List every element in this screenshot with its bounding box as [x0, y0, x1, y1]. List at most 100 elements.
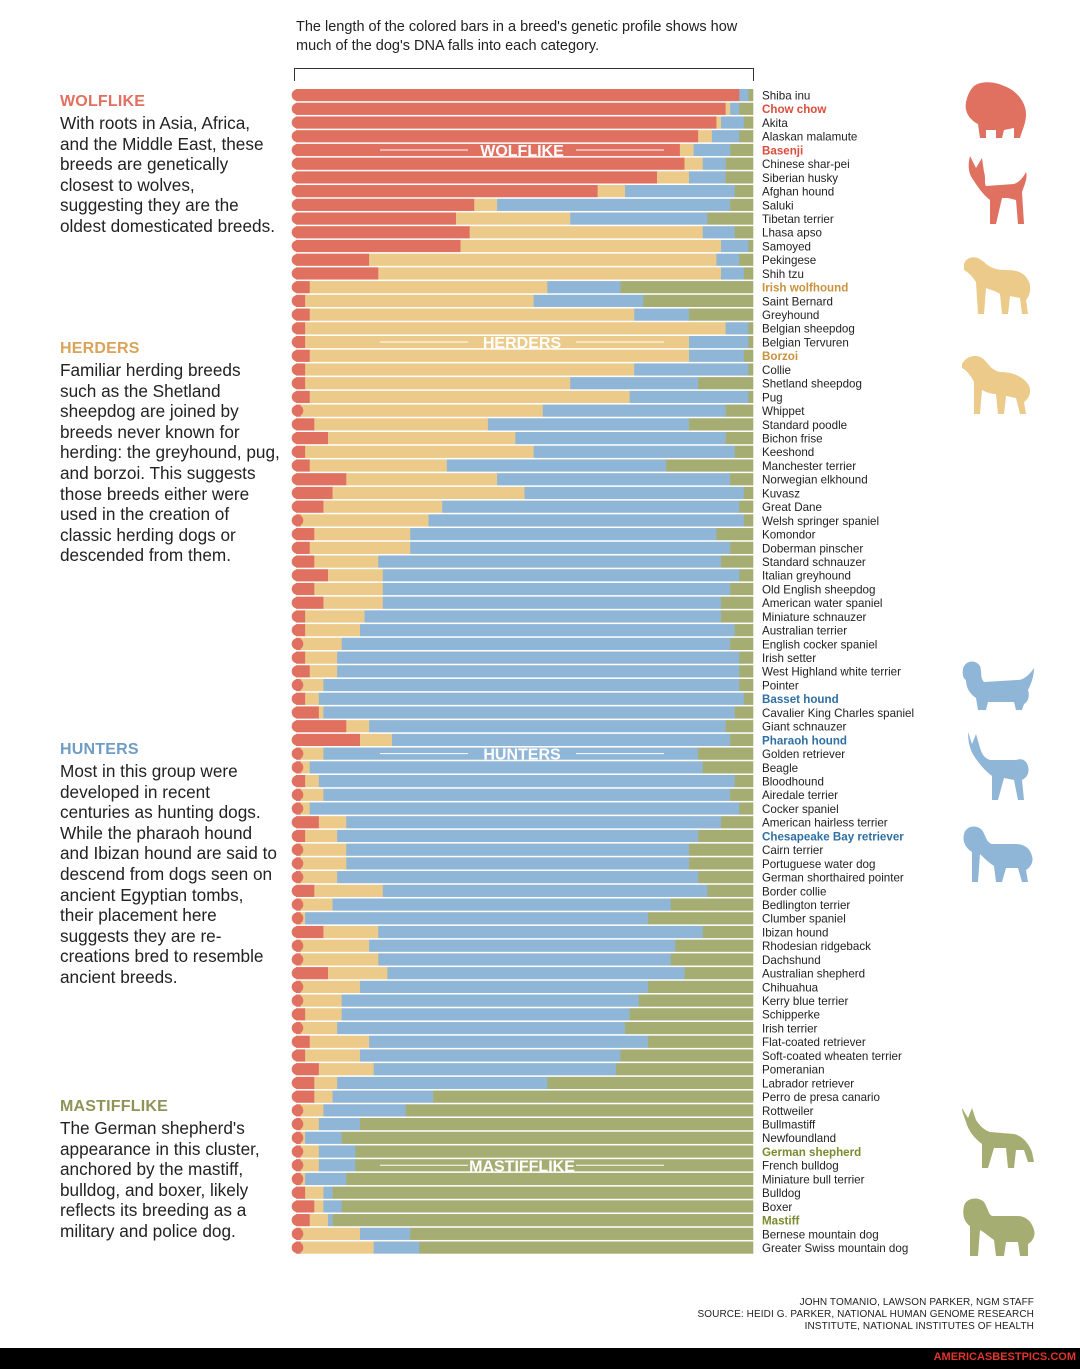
breed-row [291, 1021, 754, 1035]
breed-label: Siberian husky [762, 172, 838, 185]
bar-segment-hunters [323, 1186, 333, 1199]
bar-segment-wolflike [296, 267, 379, 280]
bar-segment-herders [300, 994, 342, 1007]
bar-segment-wolflike [296, 116, 717, 129]
breed-label: Akita [762, 117, 788, 130]
bar-cap [291, 679, 304, 691]
bar-segment-herders [305, 294, 534, 307]
breed-label: Australian terrier [762, 625, 847, 638]
bar-segment-wolflike [296, 171, 658, 184]
bar-segment-mastifflike [748, 239, 754, 253]
bar-segment-herders [657, 171, 690, 184]
breed-label: German shorthaired pointer [762, 872, 904, 885]
bar-cap [291, 775, 304, 787]
basset-hound-silhouette [962, 661, 1034, 710]
breed-row [291, 747, 754, 760]
bar-segment-herders [300, 898, 333, 911]
bar-segment-mastifflike [743, 486, 754, 500]
group-label: HUNTERS [483, 747, 561, 764]
group-herders: HERDERS Familiar herding breeds such as … [60, 339, 280, 566]
bar-segment-herders [300, 1159, 320, 1172]
bar-segment-hunters [341, 1008, 630, 1021]
breed-row [291, 445, 754, 458]
breed-label: Bloodhound [762, 776, 824, 789]
bar-cap [291, 253, 304, 266]
breed-label: Chinese shar-pei [762, 158, 850, 171]
bar-cap [291, 514, 304, 527]
bar-cap [291, 322, 304, 335]
breed-row [291, 925, 754, 939]
group-hunters: HUNTERS Most in this group were develope… [60, 740, 280, 988]
bar-segment-hunters [524, 486, 745, 500]
group-label: MASTIFFLIKE [469, 1158, 575, 1175]
breed-label: Great Dane [762, 501, 822, 514]
breed-row [291, 1131, 754, 1144]
bar-segment-mastifflike [698, 747, 754, 760]
bar-segment-herders [378, 267, 722, 280]
bar-segment-herders [305, 775, 320, 788]
breed-label: Airedale terrier [762, 789, 838, 802]
bar-segment-wolflike [296, 733, 361, 747]
breed-label: Borzoi [762, 350, 798, 363]
bar-segment-mastifflike [748, 322, 754, 335]
bar-segment-hunters [446, 459, 667, 472]
bar-cap [291, 377, 304, 390]
breed-label: Shiba inu [762, 90, 810, 103]
bar-segment-herders [318, 816, 347, 829]
breed-row [291, 1090, 754, 1103]
bar-segment-herders [314, 1076, 338, 1090]
bar-segment-hunters [323, 1104, 406, 1117]
group-title-hunters: HUNTERS [60, 741, 139, 758]
bar-segment-hunters [369, 1035, 649, 1048]
bar-cap [291, 789, 304, 801]
bar-segment-mastifflike [739, 102, 754, 115]
bar-segment-herders [327, 432, 516, 445]
bar-segment-hunters [387, 967, 685, 980]
credits-line-1: JOHN TOMANIO, LAWSON PARKER, NGM STAFF [799, 1297, 1034, 1308]
bar-cap [291, 116, 304, 129]
bar-segment-mastifflike [647, 912, 754, 925]
bar-segment-wolflike [296, 102, 726, 115]
bar-segment-hunters [689, 171, 726, 184]
bar-segment-hunters [721, 116, 745, 129]
bar-segment-hunters [629, 390, 749, 404]
breed-label: Miniature schnauzer [762, 611, 867, 624]
breed-label: Labrador retriever [762, 1077, 854, 1090]
bar-segment-hunters [382, 569, 740, 582]
breed-row [291, 802, 754, 815]
bar-segment-mastifflike [707, 884, 754, 897]
bar-segment-hunters [327, 1214, 333, 1227]
breed-label: Bichon frise [762, 433, 823, 446]
breed-row [291, 514, 754, 527]
breed-row [291, 528, 754, 541]
breed-row [291, 212, 754, 225]
breed-row [291, 994, 754, 1007]
breed-row [291, 308, 754, 321]
bar-segment-hunters [547, 281, 621, 294]
bar-segment-mastifflike [332, 1186, 754, 1199]
bar-segment-wolflike [296, 569, 329, 582]
breed-label: Bulldog [762, 1187, 801, 1200]
bar-segment-herders [469, 226, 704, 239]
footer-bar [0, 1348, 1080, 1369]
bar-cap [291, 898, 304, 911]
bar-segment-wolflike [296, 157, 685, 170]
breed-row [291, 898, 754, 911]
breed-label: Greater Swiss mountain dog [762, 1242, 908, 1255]
breed-label: Whippet [762, 405, 805, 418]
breed-label: Cairn terrier [762, 844, 823, 857]
group-text-wolflike: With roots in Asia, Africa, and the Midd… [60, 113, 275, 236]
bar-segment-hunters [332, 898, 672, 911]
bar-cap [291, 542, 304, 554]
bar-segment-mastifflike [629, 1008, 754, 1021]
bar-segment-mastifflike [739, 253, 754, 266]
bar-segment-hunters [323, 706, 736, 719]
bar-cap [291, 391, 304, 403]
bar-segment-mastifflike [702, 925, 754, 939]
bar-segment-hunters [373, 1063, 617, 1076]
bar-segment-herders [305, 1049, 361, 1062]
breed-row [291, 843, 754, 856]
bar-segment-hunters [359, 624, 736, 637]
breed-row [291, 130, 754, 143]
intro-text: The length of the colored bars in a bree… [296, 19, 738, 54]
